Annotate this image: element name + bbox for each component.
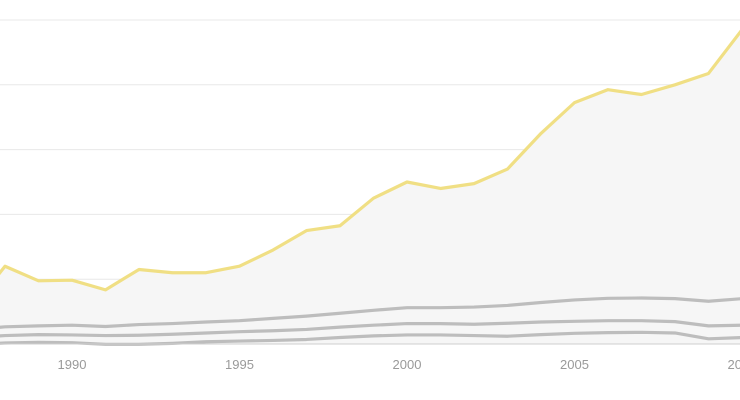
series-lines: [0, 29, 740, 346]
x-tick-label-2005: 2005: [560, 357, 589, 372]
series-line-2: [0, 296, 740, 329]
x-tick-label-2010: 2010: [728, 357, 740, 372]
x-tick-label-1995: 1995: [225, 357, 254, 372]
series-area-fill-1: [0, 32, 740, 344]
x-tick-label-1990: 1990: [58, 357, 87, 372]
area-fills: [0, 32, 740, 344]
x-tick-label-2000: 2000: [393, 357, 422, 372]
series-line-3: [0, 319, 740, 338]
series-line-4: [0, 330, 740, 346]
series-line-1: [0, 29, 740, 292]
x-axis-ticks: 1990 1995 2000 2005 2010: [58, 357, 740, 372]
